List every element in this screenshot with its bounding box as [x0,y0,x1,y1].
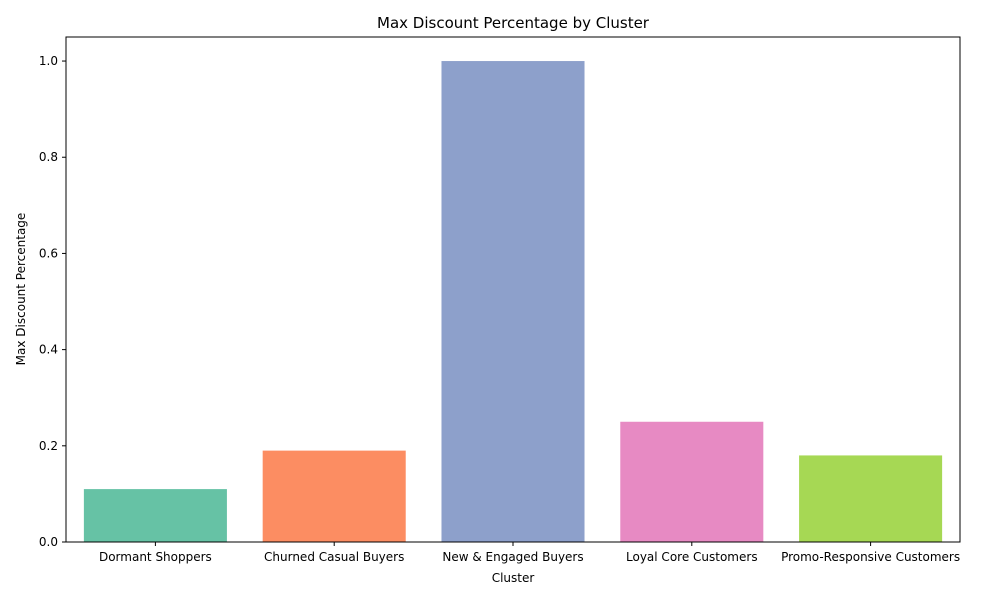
x-tick-label: Loyal Core Customers [626,550,758,564]
y-tick-label: 0.6 [39,246,58,260]
x-tick-label: New & Engaged Buyers [442,550,583,564]
y-axis-label: Max Discount Percentage [14,213,28,366]
x-axis-label: Cluster [492,571,535,585]
x-tick-label: Dormant Shoppers [99,550,212,564]
y-tick-label: 0.2 [39,439,58,453]
bar-3 [441,61,585,543]
bar-2 [262,450,406,542]
y-tick-label: 0.8 [39,150,58,164]
x-tick-label: Churned Casual Buyers [264,550,404,564]
bar-1 [83,489,227,542]
y-tick-label: 1.0 [39,54,58,68]
y-tick-label: 0.0 [39,535,58,549]
bar-4 [620,421,764,542]
bars-group [83,61,943,543]
x-tick-label: Promo-Responsive Customers [781,550,960,564]
bar-5 [799,455,943,542]
y-tick-label: 0.4 [39,343,58,357]
chart-title: Max Discount Percentage by Cluster [377,14,650,32]
x-axis: Dormant Shoppers Churned Casual Buyers New… [99,542,960,564]
y-axis: 0.0 0.2 0.4 0.6 0.8 1.0 [39,54,66,549]
